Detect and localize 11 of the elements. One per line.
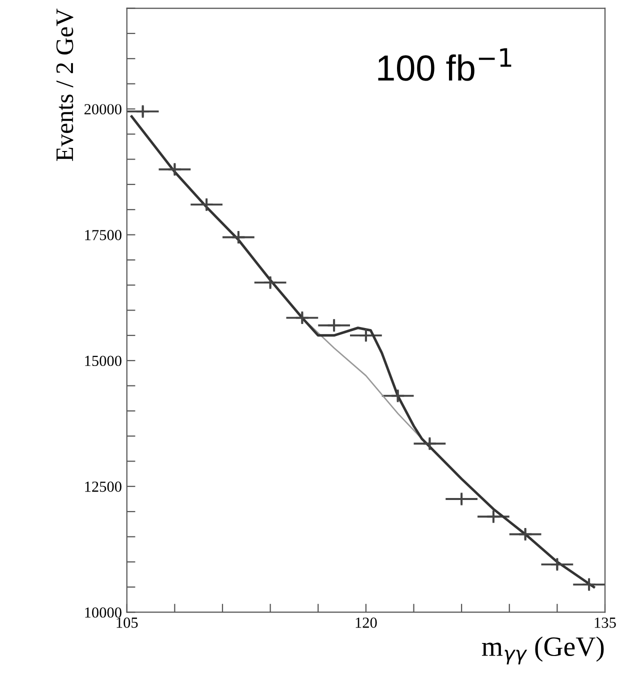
y-tick-label: 12500	[85, 482, 122, 492]
x-tick-label: 135	[594, 618, 616, 628]
y-tick-label: 10000	[85, 607, 122, 618]
y-tick-label: 17500	[85, 230, 122, 240]
y-axis-title: Events / 2 GeV	[56, 8, 74, 162]
y-tick-label: 20000	[84, 104, 122, 114]
y-tick-label: 15000	[85, 356, 122, 366]
annotation: 100 fb$^{−1}$	[378, 48, 512, 81]
x-axis-title: m$_{γγ}$ (GeV)	[482, 636, 604, 664]
x-tick-label: 105	[116, 618, 138, 628]
x-tick-label: 120	[356, 618, 377, 628]
